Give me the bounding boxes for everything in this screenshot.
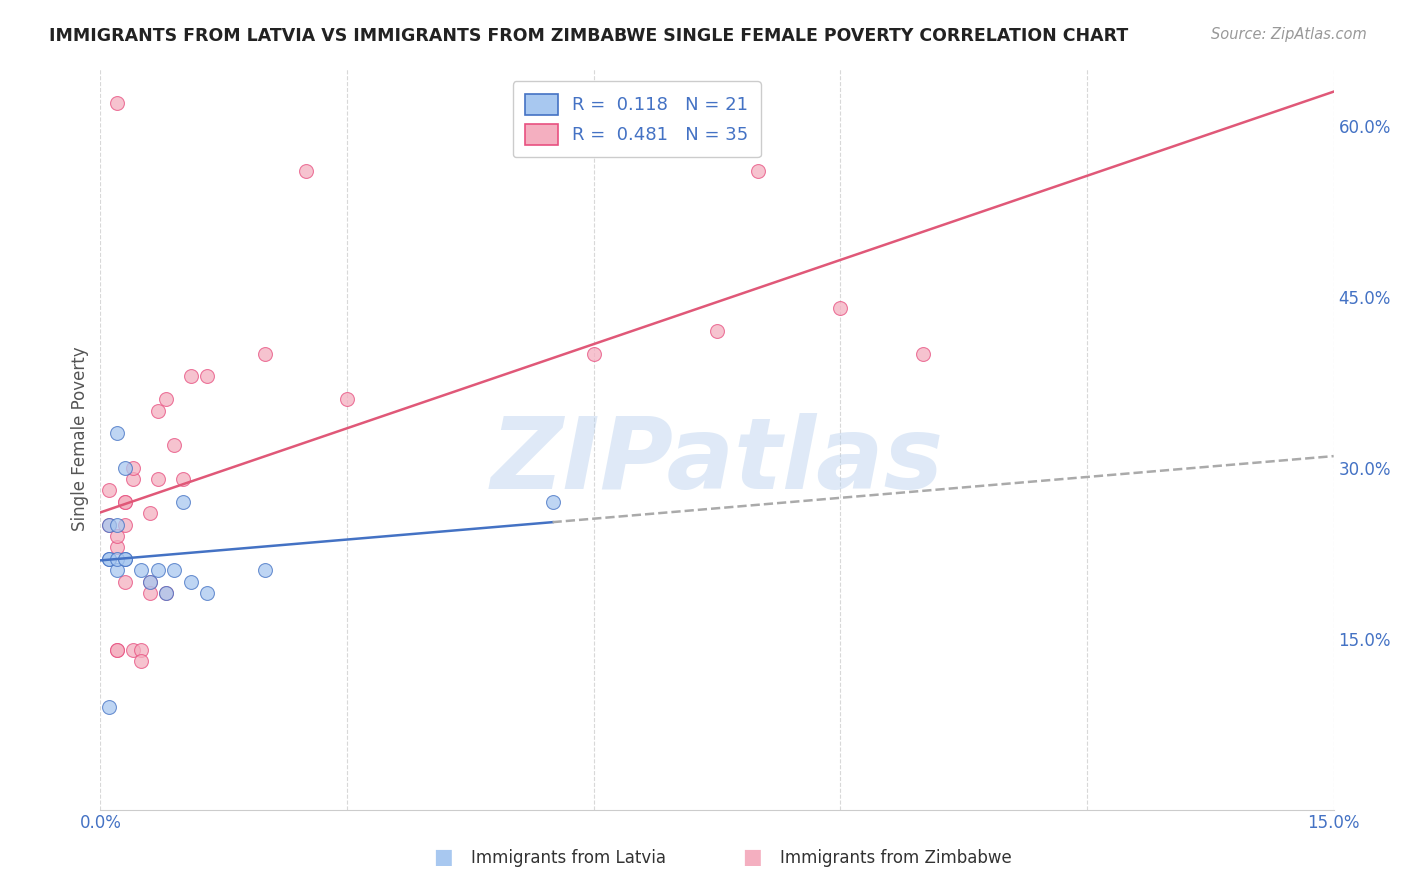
Point	[747, 164, 769, 178]
Point	[541, 494, 564, 508]
Point	[105, 426, 128, 441]
Point	[122, 460, 145, 475]
Text: IMMIGRANTS FROM LATVIA VS IMMIGRANTS FROM ZIMBABWE SINGLE FEMALE POVERTY CORRELA: IMMIGRANTS FROM LATVIA VS IMMIGRANTS FRO…	[49, 27, 1129, 45]
Point	[97, 483, 120, 498]
Point	[97, 551, 120, 566]
Point	[114, 517, 136, 532]
Point	[911, 346, 934, 360]
Point	[131, 643, 153, 657]
Text: Source: ZipAtlas.com: Source: ZipAtlas.com	[1211, 27, 1367, 42]
Point	[138, 574, 160, 589]
Point	[105, 517, 128, 532]
Point	[131, 654, 153, 668]
Point	[122, 472, 145, 486]
Point	[114, 551, 136, 566]
Point	[180, 369, 202, 384]
Point	[114, 551, 136, 566]
Point	[253, 346, 276, 360]
Point	[172, 472, 194, 486]
Point	[295, 164, 318, 178]
Point	[97, 700, 120, 714]
Point	[131, 563, 153, 577]
Point	[706, 324, 728, 338]
Legend: R =  0.118   N = 21, R =  0.481   N = 35: R = 0.118 N = 21, R = 0.481 N = 35	[513, 81, 761, 157]
Point	[105, 529, 128, 543]
Point	[138, 506, 160, 520]
Point	[163, 563, 186, 577]
Point	[336, 392, 359, 406]
Point	[253, 563, 276, 577]
Point	[138, 574, 160, 589]
Text: Immigrants from Latvia: Immigrants from Latvia	[471, 849, 666, 867]
Point	[97, 517, 120, 532]
Point	[195, 369, 218, 384]
Point	[105, 95, 128, 110]
Point	[146, 563, 169, 577]
Point	[155, 392, 177, 406]
Point	[114, 460, 136, 475]
Point	[146, 403, 169, 417]
Point	[180, 574, 202, 589]
Point	[105, 643, 128, 657]
Text: Immigrants from Zimbabwe: Immigrants from Zimbabwe	[780, 849, 1012, 867]
Y-axis label: Single Female Poverty: Single Female Poverty	[72, 347, 89, 532]
Text: ZIPatlas: ZIPatlas	[491, 413, 943, 509]
Point	[114, 494, 136, 508]
Text: ■: ■	[433, 847, 453, 867]
Point	[146, 472, 169, 486]
Point	[582, 346, 605, 360]
Point	[138, 586, 160, 600]
Text: ■: ■	[742, 847, 762, 867]
Point	[97, 551, 120, 566]
Point	[97, 517, 120, 532]
Point	[155, 586, 177, 600]
Point	[114, 494, 136, 508]
Point	[155, 586, 177, 600]
Point	[105, 643, 128, 657]
Point	[105, 541, 128, 555]
Point	[163, 438, 186, 452]
Point	[122, 643, 145, 657]
Point	[195, 586, 218, 600]
Point	[172, 494, 194, 508]
Point	[105, 551, 128, 566]
Point	[105, 563, 128, 577]
Point	[114, 574, 136, 589]
Point	[830, 301, 852, 315]
